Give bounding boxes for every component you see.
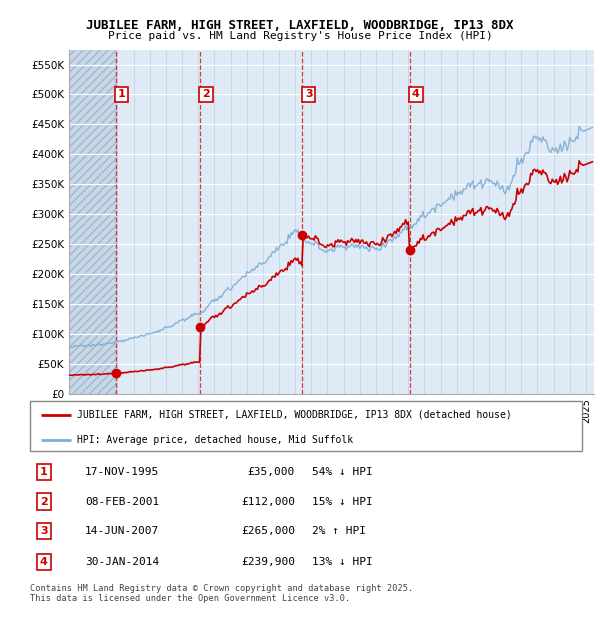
Text: HPI: Average price, detached house, Mid Suffolk: HPI: Average price, detached house, Mid … — [77, 435, 353, 445]
Text: 15% ↓ HPI: 15% ↓ HPI — [311, 497, 372, 507]
Text: 4: 4 — [40, 557, 48, 567]
Text: 14-JUN-2007: 14-JUN-2007 — [85, 526, 160, 536]
Text: 08-FEB-2001: 08-FEB-2001 — [85, 497, 160, 507]
Text: 30-JAN-2014: 30-JAN-2014 — [85, 557, 160, 567]
Text: 2% ↑ HPI: 2% ↑ HPI — [311, 526, 365, 536]
Text: 13% ↓ HPI: 13% ↓ HPI — [311, 557, 372, 567]
Text: 3: 3 — [40, 526, 47, 536]
Text: Contains HM Land Registry data © Crown copyright and database right 2025.
This d: Contains HM Land Registry data © Crown c… — [30, 584, 413, 603]
Text: JUBILEE FARM, HIGH STREET, LAXFIELD, WOODBRIDGE, IP13 8DX (detached house): JUBILEE FARM, HIGH STREET, LAXFIELD, WOO… — [77, 410, 512, 420]
Text: 1: 1 — [118, 89, 125, 99]
Text: £265,000: £265,000 — [241, 526, 295, 536]
Text: 2: 2 — [40, 497, 47, 507]
Text: 3: 3 — [305, 89, 313, 99]
Bar — [69, 50, 116, 394]
Text: 4: 4 — [412, 89, 420, 99]
Text: Price paid vs. HM Land Registry's House Price Index (HPI): Price paid vs. HM Land Registry's House … — [107, 31, 493, 41]
FancyBboxPatch shape — [30, 401, 582, 451]
Text: 2: 2 — [202, 89, 210, 99]
Text: £35,000: £35,000 — [248, 467, 295, 477]
Text: £239,900: £239,900 — [241, 557, 295, 567]
Text: 54% ↓ HPI: 54% ↓ HPI — [311, 467, 372, 477]
Text: £112,000: £112,000 — [241, 497, 295, 507]
Text: 17-NOV-1995: 17-NOV-1995 — [85, 467, 160, 477]
Text: 1: 1 — [40, 467, 47, 477]
Text: JUBILEE FARM, HIGH STREET, LAXFIELD, WOODBRIDGE, IP13 8DX: JUBILEE FARM, HIGH STREET, LAXFIELD, WOO… — [86, 19, 514, 32]
